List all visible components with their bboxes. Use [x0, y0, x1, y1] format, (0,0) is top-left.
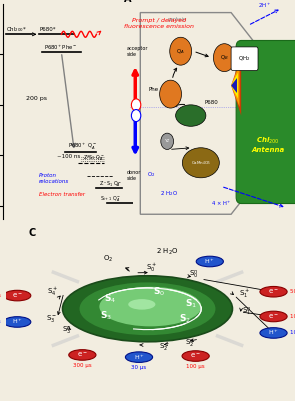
Text: H$^+$: H$^+$ [134, 353, 145, 362]
Text: e$^-$: e$^-$ [77, 350, 88, 359]
Ellipse shape [4, 317, 31, 327]
Text: S$_2^n$: S$_2^n$ [185, 338, 194, 350]
Text: 100 μs: 100 μs [290, 314, 295, 319]
Text: S$_3^-$: S$_3^-$ [46, 313, 57, 324]
Text: 2H$^+$: 2H$^+$ [258, 1, 271, 10]
Ellipse shape [182, 148, 219, 178]
Text: H$^+$: H$^+$ [204, 257, 215, 266]
Ellipse shape [260, 286, 287, 297]
Text: P680$^+$ Q$_A^-$: P680$^+$ Q$_A^-$ [68, 142, 97, 152]
Ellipse shape [196, 256, 223, 267]
Text: 300 μs: 300 μs [73, 363, 92, 368]
Text: C: C [29, 228, 36, 238]
Text: protein: protein [168, 17, 187, 22]
Text: Electron transfer: Electron transfer [39, 192, 85, 197]
Text: acceptor
side: acceptor side [127, 46, 148, 57]
Text: +: + [133, 102, 139, 108]
Text: S$_1^n$: S$_1^n$ [242, 306, 251, 318]
Circle shape [131, 109, 141, 122]
Text: S$_2$: S$_2$ [179, 313, 191, 325]
Polygon shape [231, 64, 240, 107]
Ellipse shape [80, 282, 215, 335]
Text: donor
side: donor side [127, 170, 141, 181]
Text: 30 μs: 30 μs [132, 365, 147, 370]
Text: 50 μs: 50 μs [290, 289, 295, 294]
Text: e$^-$: e$^-$ [268, 312, 279, 321]
Text: P680: P680 [204, 100, 218, 105]
Text: Y$_Z$: Y$_Z$ [164, 138, 171, 145]
Ellipse shape [182, 351, 209, 361]
Text: 1.5 ms: 1.5 ms [0, 293, 1, 298]
Text: P680$^+$Phe$^-$: P680$^+$Phe$^-$ [45, 43, 78, 52]
Circle shape [131, 99, 141, 111]
Text: S$_2^+$: S$_2^+$ [159, 340, 170, 353]
Circle shape [160, 80, 181, 108]
Text: e$^-$: e$^-$ [190, 352, 201, 360]
Ellipse shape [69, 350, 96, 360]
Text: 2 H$_2$O: 2 H$_2$O [156, 247, 178, 257]
Circle shape [161, 133, 173, 150]
Text: 2 H$_2$O: 2 H$_2$O [160, 189, 178, 198]
Text: A: A [124, 0, 131, 4]
Text: O$_2$: O$_2$ [147, 170, 155, 178]
Text: −: − [132, 111, 140, 120]
Text: Chl$_{200}$
Antenna: Chl$_{200}$ Antenna [251, 136, 285, 153]
Text: Phe: Phe [149, 87, 159, 92]
Text: Q$_A$: Q$_A$ [176, 47, 185, 56]
Text: Prompt / delayed
fluorescence emission: Prompt / delayed fluorescence emission [124, 18, 194, 29]
Text: S$_1^+$: S$_1^+$ [239, 288, 250, 300]
Ellipse shape [128, 299, 155, 310]
Text: S$_0^n$: S$_0^n$ [189, 269, 199, 281]
Text: Q$_B$: Q$_B$ [220, 53, 229, 62]
Text: S$_1$: S$_1$ [185, 298, 197, 310]
Text: S$_4$: S$_4$ [104, 292, 117, 305]
Text: 100 μs: 100 μs [290, 330, 295, 336]
Text: H$^+$: H$^+$ [268, 328, 279, 337]
Text: H$^+$: H$^+$ [12, 318, 23, 326]
Text: O$_2$: O$_2$ [103, 253, 113, 263]
Text: CaMn$_4$O$_5$: CaMn$_4$O$_5$ [191, 159, 211, 166]
Text: P680*: P680* [39, 27, 56, 32]
Text: S$_0$: S$_0$ [153, 286, 165, 298]
Polygon shape [231, 73, 238, 98]
Text: S$_4^+$: S$_4^+$ [47, 286, 58, 298]
Polygon shape [231, 78, 237, 93]
Ellipse shape [176, 105, 206, 126]
Ellipse shape [63, 276, 232, 342]
Text: ~100 ns: ~100 ns [58, 154, 81, 159]
Text: 100 μs: 100 μs [186, 364, 205, 369]
Text: Z$^\bullet$S$_1$ Q$_A^-$: Z$^\bullet$S$_1$ Q$_A^-$ [99, 179, 122, 189]
FancyBboxPatch shape [236, 41, 295, 204]
Ellipse shape [99, 287, 201, 326]
Text: 200 ps: 200 ps [26, 96, 47, 101]
Text: 4 × H$^+$: 4 × H$^+$ [211, 199, 232, 208]
Text: Chl$_{200}$*: Chl$_{200}$* [6, 25, 27, 34]
Text: Proton
relocations: Proton relocations [39, 173, 70, 184]
Ellipse shape [125, 352, 153, 363]
Text: QH$_2$: QH$_2$ [238, 54, 251, 63]
Text: S$_{i+1}$ Q$_A^-$: S$_{i+1}$ Q$_A^-$ [100, 194, 122, 204]
Text: e$^-$: e$^-$ [268, 287, 279, 296]
Ellipse shape [260, 311, 287, 322]
Text: e$^-$: e$^-$ [12, 291, 23, 300]
Circle shape [170, 37, 191, 65]
FancyBboxPatch shape [231, 47, 258, 71]
Text: S$_3$: S$_3$ [100, 310, 112, 322]
Circle shape [214, 44, 235, 72]
Text: S$_3^n$: S$_3^n$ [62, 325, 71, 337]
Text: 200 μs: 200 μs [0, 320, 1, 324]
Text: Z*S$_1$ Q$_A^-$: Z*S$_1$ Q$_A^-$ [83, 154, 105, 164]
Ellipse shape [260, 328, 287, 338]
Ellipse shape [4, 290, 31, 301]
Polygon shape [231, 55, 241, 115]
Text: S$_0^+$: S$_0^+$ [146, 262, 157, 274]
